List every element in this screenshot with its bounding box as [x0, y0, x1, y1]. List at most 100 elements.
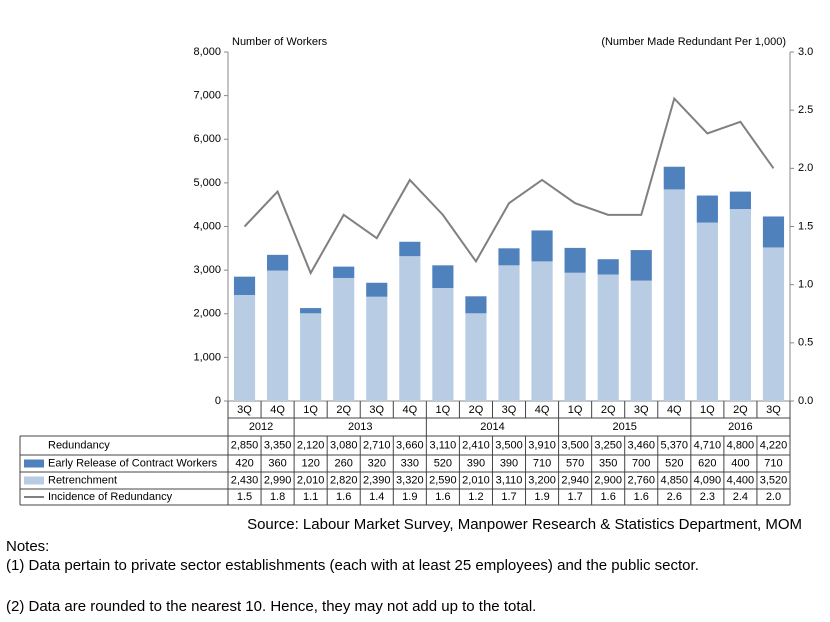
table-cell: 4,220 [760, 439, 788, 451]
y-tick-label: 2,000 [193, 308, 221, 320]
table-cell: 1.2 [468, 491, 483, 503]
table-cell: 3,200 [528, 474, 556, 486]
table-cell: 4,710 [694, 439, 722, 451]
table-cell: 1.6 [634, 491, 649, 503]
bar [333, 266, 355, 278]
bar [399, 241, 421, 257]
note: (2) Data are rounded to the nearest 10. … [6, 598, 537, 615]
bar [663, 166, 685, 190]
table-cell: 3,250 [594, 439, 622, 451]
table-cell: 260 [335, 457, 353, 469]
group-label: 2012 [249, 421, 273, 433]
bar [432, 265, 454, 289]
table-cell: 360 [268, 457, 286, 469]
table-cell: 330 [401, 457, 419, 469]
bar [762, 216, 785, 248]
table-cell: 710 [764, 457, 782, 469]
bar [465, 296, 487, 314]
x-tick-label: 2Q [469, 404, 484, 416]
table-cell: 710 [533, 457, 551, 469]
table-cell: 2,010 [462, 474, 490, 486]
y2-tick-label: 1.0 [798, 279, 813, 291]
bar [498, 248, 520, 266]
table-cell: 3,910 [528, 439, 556, 451]
bar [663, 189, 685, 401]
x-tick-label: 1Q [303, 404, 318, 416]
y2-tick-label: 0.0 [798, 395, 813, 407]
table-cell: 3,460 [627, 439, 655, 451]
bar [630, 280, 652, 401]
table-cell: 2.3 [700, 491, 715, 503]
bar [597, 274, 619, 401]
table-cell: 1.6 [435, 491, 450, 503]
table-cell: 3,660 [396, 439, 424, 451]
bar [729, 191, 751, 210]
table-cell: 1.4 [369, 491, 384, 503]
table-cell: 120 [301, 457, 319, 469]
table-cell: 2,990 [264, 474, 292, 486]
table-cell: 3,500 [561, 439, 589, 451]
table-cell: 1.9 [402, 491, 417, 503]
x-tick-label: 3Q [502, 404, 517, 416]
table-cell: 2,850 [231, 439, 259, 451]
y-tick-label: 1,000 [193, 351, 221, 363]
table-cell: 520 [434, 457, 452, 469]
table-cell: 4,090 [694, 474, 722, 486]
table-cell: 1.9 [534, 491, 549, 503]
x-tick-label: 2Q [336, 404, 351, 416]
y-axis-title: Number of Workers [232, 36, 328, 48]
table-cell: 1.8 [270, 491, 285, 503]
y-tick-label: 6,000 [193, 133, 221, 145]
bar [696, 222, 718, 401]
table-cell: 4,800 [727, 439, 755, 451]
table-cell: 2,760 [627, 474, 655, 486]
table-cell: 520 [665, 457, 683, 469]
group-label: 2016 [728, 421, 752, 433]
table-cell: 2,120 [297, 439, 325, 451]
bar [233, 294, 256, 401]
bar [366, 296, 388, 401]
y2-tick-label: 1.5 [798, 220, 813, 232]
y-tick-label: 8,000 [193, 46, 221, 58]
bar [267, 270, 289, 401]
note: (1) Data pertain to private sector estab… [6, 557, 699, 574]
legend-swatch [24, 459, 44, 468]
table-cell: 2,410 [462, 439, 490, 451]
table-cell: 420 [235, 457, 253, 469]
x-tick-label: 1Q [700, 404, 715, 416]
bar [729, 209, 751, 401]
x-tick-label: 2Q [733, 404, 748, 416]
table-cell: 3,320 [396, 474, 424, 486]
table-cell: 2,430 [231, 474, 259, 486]
table-cell: 3,350 [264, 439, 292, 451]
table-cell: 2,390 [363, 474, 391, 486]
table-cell: 390 [467, 457, 485, 469]
table-cell: 320 [368, 457, 386, 469]
table-cell: 390 [500, 457, 518, 469]
bar [630, 250, 652, 281]
table-cell: 3,110 [496, 474, 523, 486]
bar [531, 230, 553, 262]
table-cell: 1.6 [336, 491, 351, 503]
x-tick-label: 4Q [402, 404, 417, 416]
bar [300, 308, 322, 314]
table-cell: 4,400 [727, 474, 755, 486]
bar [498, 265, 520, 401]
table-cell: 2.0 [766, 491, 781, 503]
table-cell: 570 [566, 457, 584, 469]
table-cell: 2,590 [429, 474, 457, 486]
table-cell: 5,370 [661, 439, 689, 451]
bar [333, 277, 355, 401]
y2-tick-label: 3.0 [798, 46, 813, 58]
y-tick-label: 7,000 [193, 90, 221, 102]
bar [465, 313, 487, 401]
bar [366, 282, 388, 297]
y2-tick-label: 2.5 [798, 104, 813, 116]
x-tick-label: 4Q [667, 404, 682, 416]
x-tick-label: 1Q [436, 404, 451, 416]
bar [233, 276, 256, 295]
table-cell: 700 [632, 457, 650, 469]
bar [597, 259, 619, 275]
table-cell: 3,500 [495, 439, 523, 451]
table-cell: 1.5 [237, 491, 252, 503]
